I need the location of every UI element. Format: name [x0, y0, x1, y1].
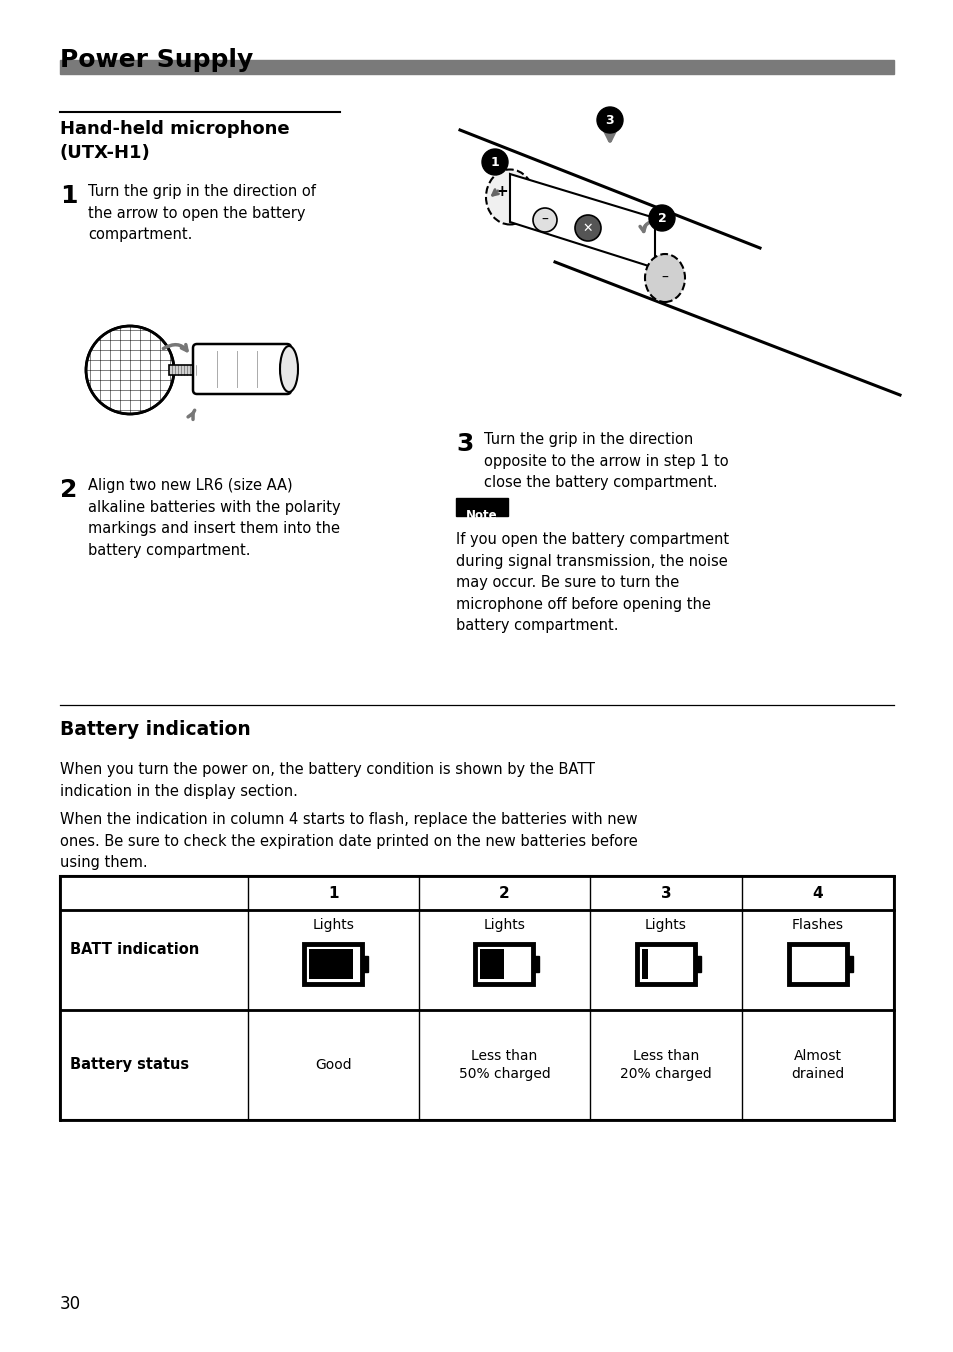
Circle shape	[481, 149, 507, 174]
Text: Align two new LR6 (size AA)
alkaline batteries with the polarity
markings and in: Align two new LR6 (size AA) alkaline bat…	[88, 479, 340, 558]
Bar	[309, 949, 353, 979]
Text: Note: Note	[466, 508, 497, 522]
Text: If you open the battery compartment
during signal transmission, the noise
may oc: If you open the battery compartment duri…	[456, 531, 728, 633]
Text: Hand-held microphone: Hand-held microphone	[60, 120, 290, 138]
Ellipse shape	[280, 346, 297, 392]
Circle shape	[597, 107, 622, 132]
Circle shape	[648, 206, 675, 231]
Text: 1: 1	[60, 184, 77, 208]
Bar	[60, 59, 893, 74]
FancyBboxPatch shape	[193, 343, 291, 393]
Bar	[695, 956, 700, 972]
Text: –: –	[541, 214, 548, 227]
Text: Flashes: Flashes	[791, 918, 843, 932]
Text: Power Supply: Power Supply	[60, 49, 253, 72]
Text: 3: 3	[456, 433, 473, 456]
Text: Lights: Lights	[483, 918, 525, 932]
Bar	[456, 498, 507, 516]
Ellipse shape	[644, 254, 684, 301]
Bar	[480, 949, 504, 979]
Text: ✕: ✕	[582, 222, 593, 234]
Text: When you turn the power on, the battery condition is shown by the BATT
indicatio: When you turn the power on, the battery …	[60, 763, 595, 799]
Text: Less than
50% charged: Less than 50% charged	[458, 1049, 550, 1082]
Bar	[169, 365, 196, 375]
Text: BATT indication: BATT indication	[70, 942, 199, 957]
Text: –: –	[660, 270, 668, 285]
Bar	[641, 949, 647, 979]
Text: Turn the grip in the direction
opposite to the arrow in step 1 to
close the batt: Turn the grip in the direction opposite …	[483, 433, 728, 491]
Bar	[846, 956, 852, 972]
Text: 1: 1	[328, 886, 338, 900]
Circle shape	[575, 215, 600, 241]
Text: 30: 30	[60, 1295, 81, 1313]
Bar	[60, 876, 893, 1119]
Text: Lights: Lights	[644, 918, 686, 932]
Bar	[788, 944, 846, 984]
Bar	[475, 944, 533, 984]
Text: Battery status: Battery status	[70, 1057, 189, 1072]
Text: Battery indication: Battery indication	[60, 721, 251, 740]
Text: Almost
drained: Almost drained	[791, 1049, 843, 1082]
Text: When the indication in column 4 starts to flash, replace the batteries with new
: When the indication in column 4 starts t…	[60, 813, 638, 871]
Polygon shape	[510, 174, 655, 268]
Bar	[362, 956, 368, 972]
Text: +: +	[496, 184, 508, 200]
Text: 2: 2	[60, 479, 77, 502]
Text: 1: 1	[490, 155, 498, 169]
Text: 2: 2	[498, 886, 509, 900]
Bar	[304, 944, 362, 984]
Text: (UTX-H1): (UTX-H1)	[60, 145, 151, 162]
Bar	[533, 956, 539, 972]
Text: 3: 3	[660, 886, 671, 900]
Circle shape	[533, 208, 557, 233]
Bar	[637, 944, 695, 984]
Text: 3: 3	[605, 114, 614, 127]
Text: Less than
20% charged: Less than 20% charged	[619, 1049, 711, 1082]
Text: Turn the grip in the direction of
the arrow to open the battery
compartment.: Turn the grip in the direction of the ar…	[88, 184, 315, 242]
Ellipse shape	[485, 169, 534, 224]
Text: Good: Good	[314, 1059, 352, 1072]
Text: 4: 4	[812, 886, 822, 900]
Text: 2: 2	[657, 211, 666, 224]
Circle shape	[86, 326, 173, 414]
Text: Lights: Lights	[313, 918, 355, 932]
